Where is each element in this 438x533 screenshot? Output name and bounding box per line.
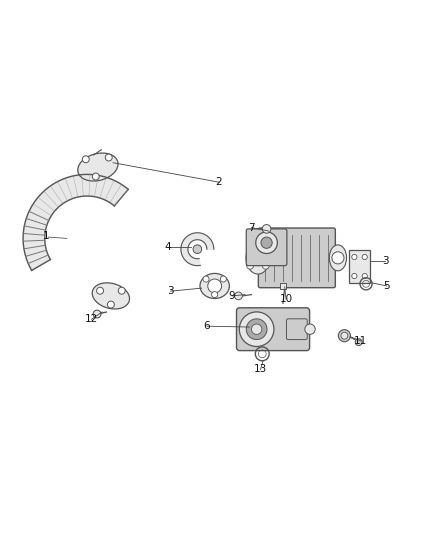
Ellipse shape — [200, 273, 230, 298]
Text: 3: 3 — [167, 286, 174, 296]
FancyBboxPatch shape — [237, 308, 310, 351]
Circle shape — [118, 287, 125, 294]
Text: 11: 11 — [354, 336, 367, 346]
Text: 2: 2 — [215, 177, 223, 187]
Polygon shape — [181, 233, 214, 265]
Circle shape — [97, 287, 103, 294]
Text: 13: 13 — [254, 365, 267, 374]
Circle shape — [250, 250, 266, 265]
Circle shape — [105, 154, 112, 161]
Circle shape — [247, 262, 254, 269]
Circle shape — [208, 279, 222, 293]
FancyBboxPatch shape — [246, 229, 287, 265]
Text: 9: 9 — [229, 291, 235, 301]
Circle shape — [352, 254, 357, 260]
Text: 5: 5 — [384, 281, 390, 291]
Circle shape — [362, 254, 367, 260]
Circle shape — [261, 237, 272, 248]
Circle shape — [355, 338, 362, 345]
Text: 10: 10 — [279, 294, 293, 304]
Circle shape — [338, 329, 350, 342]
Circle shape — [82, 156, 89, 163]
Polygon shape — [23, 174, 128, 270]
Circle shape — [362, 273, 367, 279]
Ellipse shape — [78, 153, 118, 181]
Circle shape — [256, 232, 277, 254]
Circle shape — [239, 312, 274, 346]
Bar — [349, 250, 371, 283]
Circle shape — [251, 324, 262, 334]
Circle shape — [220, 276, 226, 282]
Circle shape — [341, 332, 348, 339]
Text: 4: 4 — [165, 242, 171, 252]
Circle shape — [107, 301, 114, 308]
Circle shape — [212, 292, 218, 297]
Circle shape — [254, 243, 261, 249]
Circle shape — [235, 292, 242, 300]
Ellipse shape — [92, 283, 130, 309]
FancyBboxPatch shape — [286, 319, 307, 340]
Circle shape — [246, 319, 267, 340]
Text: 7: 7 — [248, 223, 255, 232]
Circle shape — [93, 310, 101, 318]
Circle shape — [193, 245, 202, 254]
FancyBboxPatch shape — [258, 228, 336, 288]
Ellipse shape — [246, 241, 270, 274]
Text: 1: 1 — [43, 231, 49, 241]
Text: 12: 12 — [85, 314, 98, 324]
Circle shape — [332, 252, 344, 264]
Circle shape — [92, 173, 99, 180]
Text: 6: 6 — [204, 321, 210, 331]
Circle shape — [262, 262, 269, 269]
Text: 3: 3 — [382, 256, 389, 266]
Circle shape — [352, 273, 357, 279]
Circle shape — [203, 276, 209, 282]
Ellipse shape — [329, 245, 346, 271]
Circle shape — [262, 224, 271, 233]
Circle shape — [305, 324, 315, 334]
Bar — [280, 284, 286, 289]
